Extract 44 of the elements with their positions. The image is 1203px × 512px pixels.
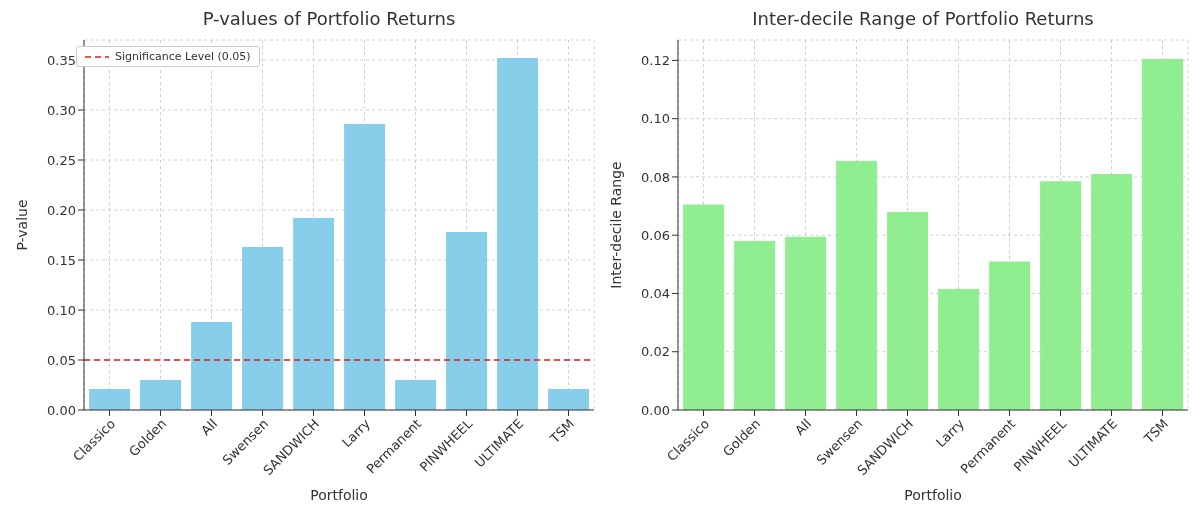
bar	[497, 58, 539, 410]
legend-label: Significance Level (0.05)	[115, 50, 251, 63]
y-tick-label: 0.20	[47, 202, 76, 218]
x-axis-title: Portfolio	[310, 487, 368, 503]
y-tick-label: 0.00	[641, 402, 670, 418]
bar	[887, 211, 929, 410]
bar	[89, 389, 131, 410]
bar	[989, 261, 1031, 410]
x-tick-label: All	[198, 416, 221, 439]
y-tick-label: 0.02	[641, 344, 670, 360]
y-axis-title: Inter-decile Range	[607, 161, 624, 289]
y-tick-label: 0.10	[641, 111, 670, 127]
bar	[446, 232, 488, 410]
bar	[140, 380, 182, 410]
y-tick-label: 0.04	[641, 286, 670, 302]
y-tick-label: 0.00	[47, 402, 76, 418]
bar	[1091, 174, 1133, 410]
bar	[1142, 58, 1184, 410]
bar	[683, 204, 725, 410]
y-tick-label: 0.12	[641, 53, 670, 69]
y-tick-label: 0.10	[47, 302, 76, 318]
bar	[734, 241, 776, 410]
y-tick-label: 0.05	[47, 352, 76, 368]
y-tick-label: 0.06	[641, 227, 670, 243]
x-tick-label: All	[792, 416, 815, 439]
bar	[785, 236, 827, 410]
x-axis-title: Portfolio	[904, 487, 962, 503]
bar	[836, 160, 878, 410]
bar	[242, 247, 284, 410]
y-tick-label: 0.35	[47, 52, 76, 68]
bar	[344, 124, 386, 410]
bar	[395, 380, 437, 410]
chart-title: P-values of Portfolio Returns	[201, 8, 457, 31]
y-axis-title: P-value	[13, 199, 30, 251]
chart-title: Inter-decile Range of Portfolio Returns	[751, 8, 1095, 31]
y-tick-label: 0.15	[47, 252, 76, 268]
y-tick-label: 0.30	[47, 102, 76, 118]
bar	[938, 289, 980, 410]
y-tick-label: 0.25	[47, 152, 76, 168]
bar	[293, 218, 335, 410]
bar	[1040, 181, 1082, 410]
bar	[548, 389, 590, 410]
y-tick-label: 0.08	[641, 169, 670, 185]
bar	[191, 322, 233, 410]
